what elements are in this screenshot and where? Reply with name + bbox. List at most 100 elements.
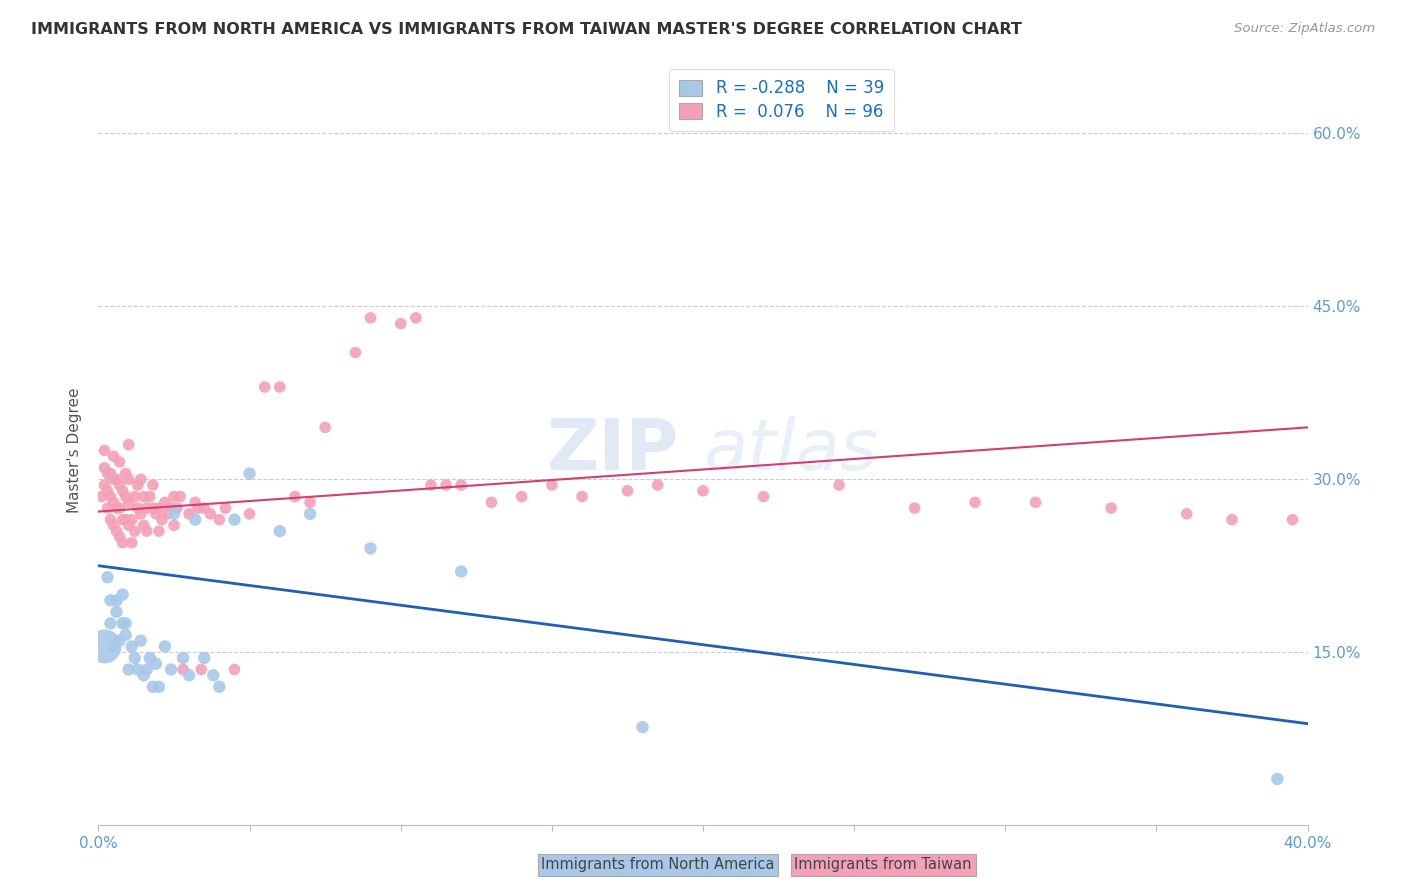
- Point: [163, 507, 186, 521]
- Legend: R = -0.288    N = 39, R =  0.076    N = 96: R = -0.288 N = 39, R = 0.076 N = 96: [669, 70, 894, 131]
- Point: [114, 616, 136, 631]
- Point: [420, 478, 443, 492]
- Point: [96, 483, 118, 498]
- Point: [752, 490, 775, 504]
- Point: [103, 449, 125, 463]
- Point: [481, 495, 503, 509]
- Point: [389, 317, 412, 331]
- Point: [239, 507, 262, 521]
- Point: [100, 467, 122, 481]
- Point: [1281, 513, 1303, 527]
- Point: [253, 380, 276, 394]
- Point: [124, 490, 146, 504]
- Point: [121, 513, 143, 527]
- Point: [299, 507, 322, 521]
- Point: [135, 501, 157, 516]
- Point: [127, 501, 149, 516]
- Point: [200, 507, 222, 521]
- Point: [108, 455, 131, 469]
- Point: [121, 640, 143, 654]
- Point: [224, 513, 246, 527]
- Point: [169, 490, 191, 504]
- Point: [148, 680, 170, 694]
- Point: [904, 501, 927, 516]
- Point: [145, 657, 167, 671]
- Point: [103, 518, 125, 533]
- Point: [163, 518, 186, 533]
- Point: [132, 490, 155, 504]
- Point: [105, 524, 128, 538]
- Point: [434, 478, 457, 492]
- Point: [163, 490, 186, 504]
- Point: [160, 501, 183, 516]
- Point: [1220, 513, 1243, 527]
- Point: [239, 467, 262, 481]
- Point: [450, 565, 472, 579]
- Point: [179, 668, 201, 682]
- Point: [142, 680, 165, 694]
- Point: [139, 651, 162, 665]
- Text: Source: ZipAtlas.com: Source: ZipAtlas.com: [1234, 22, 1375, 36]
- Point: [153, 640, 176, 654]
- Point: [142, 478, 165, 492]
- Point: [571, 490, 593, 504]
- Point: [135, 663, 157, 677]
- Point: [145, 507, 167, 521]
- Point: [284, 490, 307, 504]
- Point: [114, 467, 136, 481]
- Point: [93, 640, 115, 654]
- Point: [360, 310, 382, 325]
- Point: [184, 495, 207, 509]
- Point: [93, 443, 115, 458]
- Point: [299, 495, 322, 509]
- Point: [153, 495, 176, 509]
- Point: [105, 605, 128, 619]
- Point: [103, 640, 125, 654]
- Point: [179, 507, 201, 521]
- Point: [616, 483, 638, 498]
- Point: [540, 478, 562, 492]
- Point: [114, 628, 136, 642]
- Point: [105, 501, 128, 516]
- Point: [93, 460, 115, 475]
- Point: [108, 530, 131, 544]
- Point: [142, 501, 165, 516]
- Point: [100, 490, 122, 504]
- Point: [166, 501, 188, 516]
- Text: IMMIGRANTS FROM NORTH AMERICA VS IMMIGRANTS FROM TAIWAN MASTER'S DEGREE CORRELAT: IMMIGRANTS FROM NORTH AMERICA VS IMMIGRA…: [31, 22, 1022, 37]
- Point: [631, 720, 654, 734]
- Point: [105, 593, 128, 607]
- Point: [114, 513, 136, 527]
- Point: [269, 524, 291, 538]
- Point: [108, 478, 131, 492]
- Text: ZIP: ZIP: [547, 416, 679, 485]
- Point: [100, 513, 122, 527]
- Point: [103, 472, 125, 486]
- Point: [96, 570, 118, 584]
- Point: [202, 668, 225, 682]
- Point: [1024, 495, 1046, 509]
- Point: [214, 501, 236, 516]
- Point: [172, 663, 194, 677]
- Point: [127, 478, 149, 492]
- Point: [108, 633, 131, 648]
- Point: [132, 518, 155, 533]
- Y-axis label: Master's Degree: Master's Degree: [67, 388, 83, 513]
- Point: [93, 478, 115, 492]
- Point: [193, 651, 215, 665]
- Point: [965, 495, 987, 509]
- Point: [111, 513, 134, 527]
- Point: [100, 616, 122, 631]
- Point: [450, 478, 472, 492]
- Point: [111, 535, 134, 549]
- Point: [160, 663, 183, 677]
- Point: [114, 490, 136, 504]
- Point: [208, 680, 231, 694]
- Point: [510, 490, 533, 504]
- Point: [111, 483, 134, 498]
- Point: [118, 518, 141, 533]
- Text: Immigrants from Taiwan: Immigrants from Taiwan: [794, 857, 972, 872]
- Point: [105, 472, 128, 486]
- Point: [269, 380, 291, 394]
- Point: [314, 420, 336, 434]
